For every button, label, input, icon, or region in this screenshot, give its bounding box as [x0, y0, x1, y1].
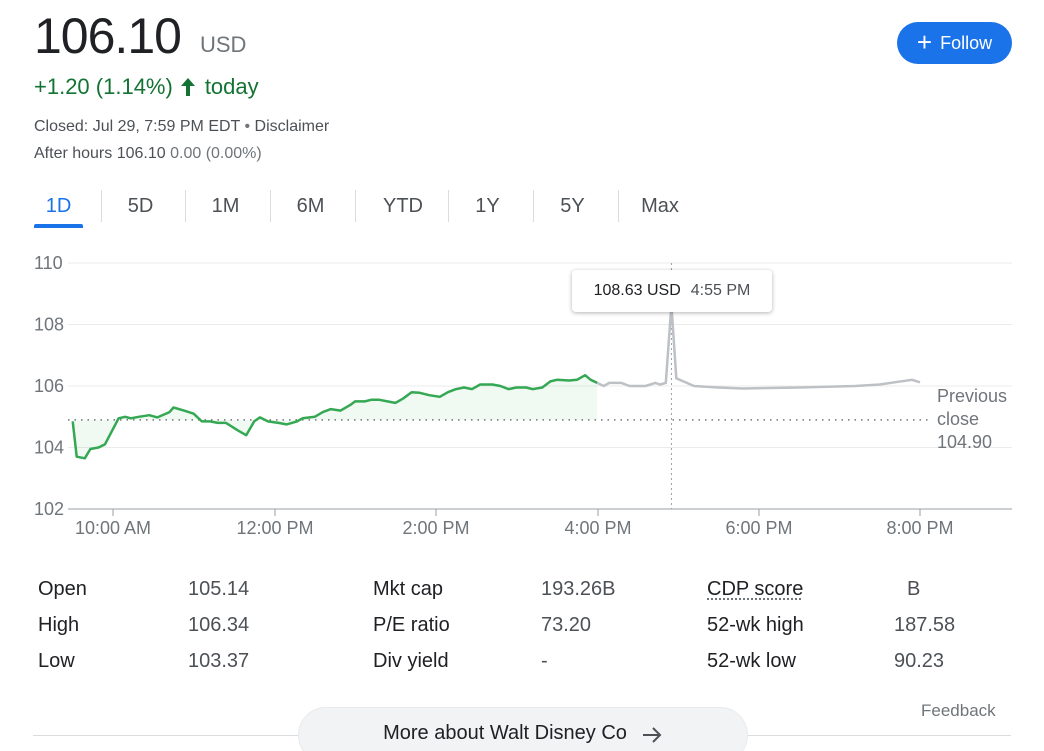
- stat-label-high: High: [38, 614, 80, 636]
- stat-label-cdp-score[interactable]: CDP score: [707, 578, 804, 600]
- tooltip-price: 108.63 USD: [593, 282, 681, 299]
- tooltip-time: 4:55 PM: [690, 282, 751, 299]
- chart-tooltip: 108.63 USD 4:55 PM: [572, 270, 772, 312]
- after-hours-info: After hours 106.10 0.00 (0.00%): [34, 145, 262, 163]
- stock-price: 106.10: [34, 8, 182, 64]
- currency-label: USD: [200, 32, 247, 57]
- after-hours-change: 0.00 (0.00%): [170, 145, 262, 162]
- price-chart[interactable]: 110 108 106 104 102 10:00 AM 12:00 PM 2:00 PM 4:…: [0, 240, 1044, 550]
- x-tick-label: 6:00 PM: [725, 518, 792, 538]
- change-value: +1.20 (1.14%): [34, 74, 173, 99]
- y-tick-label: 106: [34, 376, 64, 396]
- tab-1m[interactable]: 1M: [203, 186, 248, 226]
- tab-5d[interactable]: 5D: [118, 186, 163, 226]
- series-line-after-hours: [596, 303, 921, 390]
- stat-value-pe-ratio: 73.20: [541, 614, 592, 636]
- tab-divider: [270, 190, 271, 222]
- tab-label: 1M: [211, 194, 240, 217]
- stat-label-52wk-low: 52-wk low: [707, 650, 796, 672]
- change-period: today: [204, 74, 259, 99]
- tab-max[interactable]: Max: [635, 186, 685, 226]
- stat-value-div-yield: -: [541, 650, 548, 672]
- x-tick-label: 10:00 AM: [75, 518, 151, 538]
- arrow-up-icon: [179, 77, 197, 97]
- after-hours-label: After hours: [34, 145, 113, 162]
- tab-5y[interactable]: 5Y: [550, 186, 595, 226]
- previous-close-line2: close: [937, 409, 980, 429]
- tab-1d[interactable]: 1D: [34, 186, 83, 228]
- x-tick-label: 2:00 PM: [402, 518, 469, 538]
- tab-label: Max: [641, 194, 679, 217]
- tab-ytd[interactable]: YTD: [373, 186, 433, 226]
- tab-label: YTD: [383, 194, 423, 217]
- stat-value-52wk-high: 187.58: [894, 614, 956, 636]
- y-tick-label: 104: [34, 438, 64, 458]
- x-tick-label: 4:00 PM: [564, 518, 631, 538]
- tab-label: 1Y: [475, 194, 500, 217]
- range-tabs: 1D 5D 1M 6M YTD 1Y 5Y Max: [34, 186, 685, 228]
- stat-value-open: 105.14: [188, 578, 250, 600]
- tab-label: 5D: [127, 194, 154, 217]
- more-about-label: More about Walt Disney Co: [383, 722, 627, 744]
- stat-label-52wk-high: 52-wk high: [707, 614, 804, 636]
- previous-close-value: 104.90: [937, 432, 993, 452]
- arrow-right-icon: [641, 722, 663, 751]
- stat-value-52wk-low: 90.23: [894, 650, 945, 672]
- series-line-regular: [71, 373, 598, 460]
- previous-close-line1: Previous: [937, 386, 1008, 406]
- tab-divider: [355, 190, 356, 222]
- market-status: Closed: Jul 29, 7:59 PM EDT • Disclaimer: [34, 118, 329, 136]
- stat-value-cdp-score: B: [907, 578, 921, 600]
- plus-icon: +: [916, 27, 933, 57]
- price-change: +1.20 (1.14%) today: [34, 74, 259, 100]
- tab-6m[interactable]: 6M: [288, 186, 333, 226]
- more-about-button[interactable]: More about Walt Disney Co: [298, 707, 748, 751]
- price-area-fill: [72, 375, 598, 459]
- stat-label-open: Open: [38, 578, 87, 600]
- closed-time: Closed: Jul 29, 7:59 PM EDT: [34, 118, 241, 135]
- tab-divider: [618, 190, 619, 222]
- separator: •: [240, 118, 255, 135]
- previous-close-label: Previous close 104.90: [937, 385, 1007, 454]
- y-tick-label: 102: [34, 499, 64, 519]
- follow-label: Follow: [940, 32, 993, 53]
- tab-label: 1D: [45, 194, 72, 217]
- price-chart-svg[interactable]: 110 108 106 104 102 10:00 AM 12:00 PM 2:00 PM 4:…: [0, 240, 1044, 550]
- tab-label: 6M: [296, 194, 325, 217]
- tab-1y[interactable]: 1Y: [465, 186, 510, 226]
- stat-value-mkt-cap: 193.26B: [541, 578, 616, 600]
- stat-label-mkt-cap: Mkt cap: [373, 578, 444, 600]
- stat-label-div-yield: Div yield: [373, 650, 449, 672]
- active-tab-indicator: [34, 224, 83, 228]
- stat-value-low: 103.37: [188, 650, 250, 672]
- y-tick-label: 108: [34, 315, 64, 335]
- disclaimer-link[interactable]: Disclaimer: [254, 118, 330, 135]
- stat-label-low: Low: [38, 650, 75, 672]
- stat-value-high: 106.34: [188, 614, 250, 636]
- tab-label: 5Y: [560, 194, 585, 217]
- follow-button[interactable]: + Follow: [897, 22, 1012, 64]
- tab-divider: [448, 190, 449, 222]
- stat-label-pe-ratio: P/E ratio: [373, 614, 450, 636]
- tab-divider: [185, 190, 186, 222]
- feedback-link[interactable]: Feedback: [921, 701, 996, 720]
- y-tick-label: 110: [34, 253, 63, 273]
- tab-divider: [533, 190, 534, 222]
- x-tick-label: 8:00 PM: [886, 518, 953, 538]
- after-hours-price: 106.10: [116, 145, 166, 162]
- x-tick-label: 12:00 PM: [236, 518, 313, 538]
- tab-divider: [101, 190, 102, 222]
